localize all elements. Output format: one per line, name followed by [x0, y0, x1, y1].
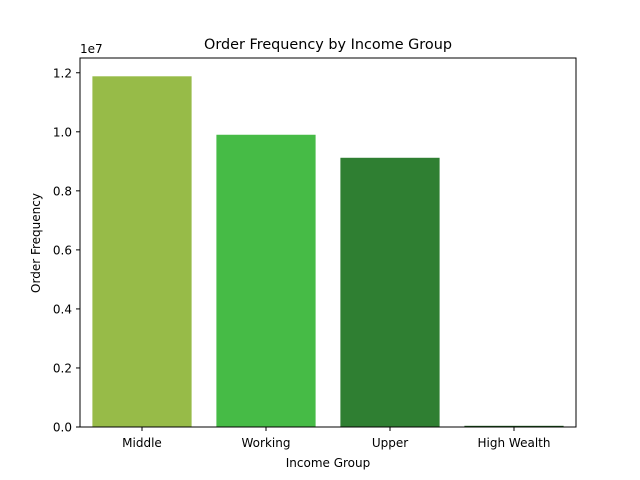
y-tick-label: 1.2 — [53, 66, 72, 80]
x-tick-label: Middle — [122, 436, 162, 450]
x-tick-label: Working — [242, 436, 291, 450]
x-tick-label: High Wealth — [478, 436, 551, 450]
chart-title: Order Frequency by Income Group — [204, 37, 452, 53]
bar-upper — [340, 157, 440, 428]
y-tick-label: 0.0 — [53, 421, 72, 435]
bar-high-wealth — [464, 425, 564, 427]
bar-working — [216, 134, 316, 427]
y-tick-label: 0.8 — [53, 184, 72, 198]
y-tick-label: 0.4 — [53, 302, 72, 316]
plot-frame — [79, 57, 577, 428]
plot-area: Middle Working Upper High Wealth 0.0 0.2 0.4 0.… — [53, 57, 577, 450]
y-tick-label: 0.6 — [53, 243, 72, 257]
x-tick-label: Upper — [372, 436, 408, 450]
y-axis-label: Order Frequency — [29, 193, 43, 293]
x-axis-label: Income Group — [286, 456, 371, 470]
y-axis-offset-text: 1e7 — [80, 42, 103, 56]
bar-middle — [92, 76, 192, 427]
y-tick-label: 1.0 — [53, 125, 72, 139]
y-tick-label: 0.2 — [53, 361, 72, 375]
